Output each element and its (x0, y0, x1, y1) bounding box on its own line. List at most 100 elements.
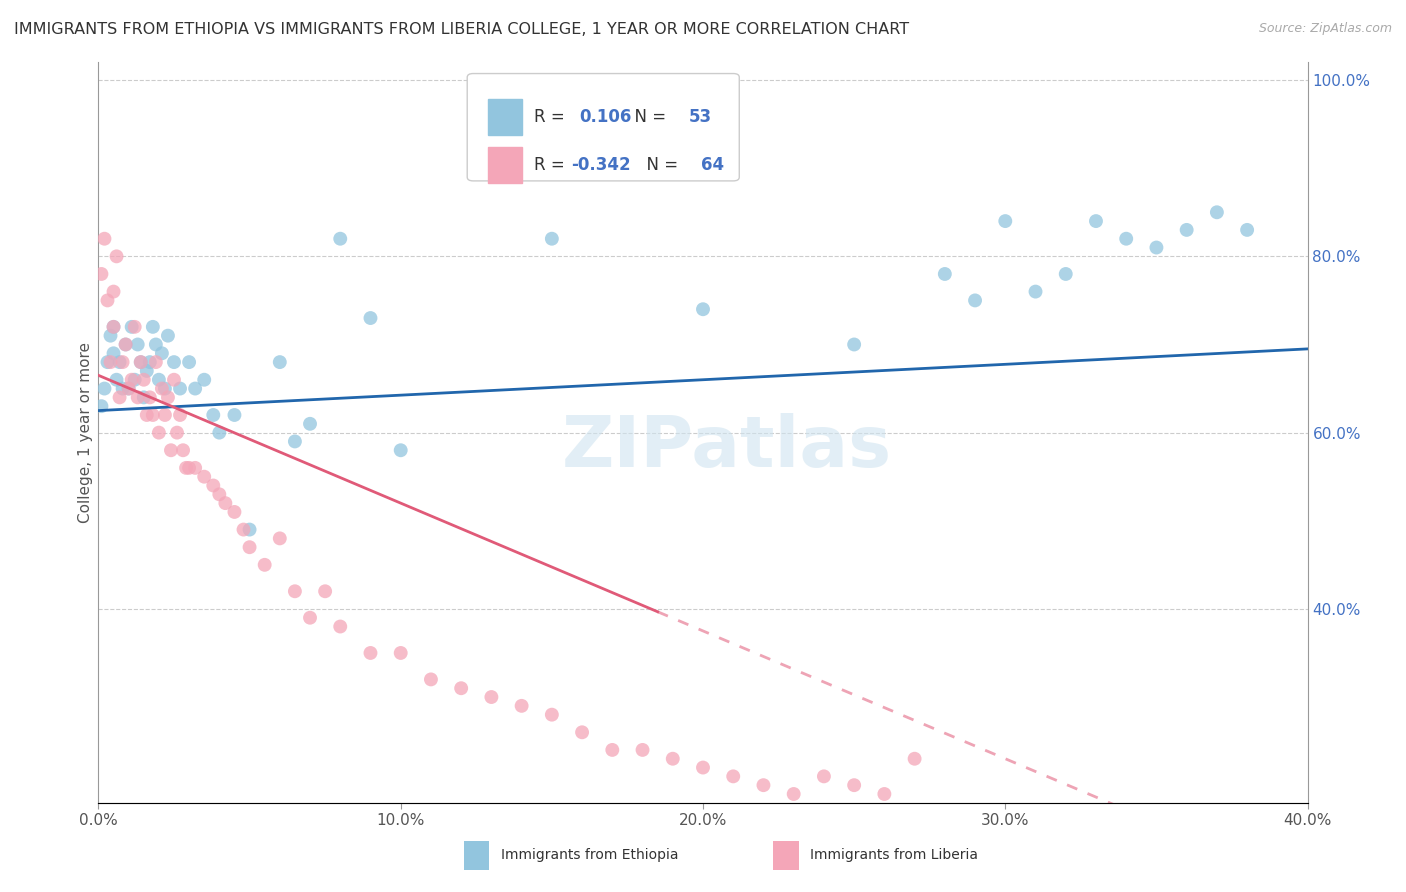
Point (904, 752, 927, 766)
Point (169, 408, 191, 422)
Point (389, 443, 412, 458)
Text: 53: 53 (689, 108, 711, 127)
Point (873, 787, 896, 801)
Point (163, 355, 186, 369)
Point (103, 319, 125, 334)
Point (481, 690, 503, 704)
Point (145, 337, 167, 351)
Point (124, 373, 146, 387)
Point (103, 319, 125, 334)
Point (93, 382, 115, 396)
Point (631, 743, 654, 757)
Point (224, 505, 246, 519)
Point (314, 584, 336, 599)
Point (994, 214, 1017, 228)
Point (108, 390, 131, 404)
Point (1024, 285, 1046, 299)
Point (166, 425, 188, 440)
Point (329, 619, 352, 633)
Point (284, 434, 307, 449)
Point (202, 478, 225, 492)
Point (127, 337, 149, 351)
Point (96, 293, 118, 308)
Point (100, 355, 122, 369)
Point (169, 382, 191, 396)
Point (142, 408, 165, 422)
Text: IMMIGRANTS FROM ETHIOPIA VS IMMIGRANTS FROM LIBERIA COLLEGE, 1 YEAR OR MORE CORR: IMMIGRANTS FROM ETHIOPIA VS IMMIGRANTS F… (14, 22, 910, 37)
Point (114, 337, 136, 351)
Point (723, 769, 745, 783)
Point (114, 337, 136, 351)
Point (148, 373, 170, 387)
Point (661, 752, 683, 766)
Point (108, 355, 131, 369)
Point (1054, 267, 1077, 281)
Point (934, 267, 956, 281)
Point (105, 373, 128, 387)
Text: Source: ZipAtlas.com: Source: ZipAtlas.com (1258, 22, 1392, 36)
Point (692, 760, 714, 774)
Point (105, 249, 128, 263)
Point (571, 725, 593, 739)
Point (1206, 205, 1229, 219)
Text: Immigrants from Liberia: Immigrants from Liberia (810, 848, 977, 863)
Point (299, 610, 322, 624)
Point (153, 382, 176, 396)
Point (153, 408, 176, 422)
Bar (488, 147, 522, 183)
Point (1175, 223, 1198, 237)
Point (135, 364, 157, 378)
Point (150, 382, 173, 396)
Text: 64: 64 (700, 156, 724, 174)
Point (1236, 223, 1258, 237)
Point (145, 355, 167, 369)
Point (163, 373, 186, 387)
Point (118, 382, 141, 396)
Text: R =: R = (534, 156, 569, 174)
Text: -0.342: -0.342 (571, 156, 631, 174)
Point (239, 523, 262, 537)
Point (202, 408, 225, 422)
Point (160, 443, 183, 458)
Point (93, 232, 115, 246)
Point (844, 337, 866, 351)
Point (224, 408, 246, 422)
Point (129, 355, 152, 369)
Point (111, 382, 134, 396)
Point (121, 373, 143, 387)
Point (121, 319, 143, 334)
Point (232, 523, 254, 537)
Point (172, 443, 194, 458)
Point (540, 707, 562, 722)
Point (139, 390, 162, 404)
Point (90, 267, 112, 281)
Point (148, 425, 170, 440)
Point (184, 382, 207, 396)
Point (1115, 232, 1137, 246)
Text: N =: N = (637, 156, 683, 174)
Point (156, 328, 179, 343)
Point (96, 355, 118, 369)
Point (844, 778, 866, 792)
Point (389, 646, 412, 660)
Point (269, 355, 291, 369)
Point (193, 469, 215, 483)
Point (156, 390, 179, 404)
Point (179, 355, 201, 369)
Point (150, 346, 173, 360)
Text: R =: R = (534, 108, 569, 127)
Point (142, 319, 165, 334)
Point (129, 355, 152, 369)
Text: ZIPatlas: ZIPatlas (562, 413, 893, 482)
Point (450, 681, 472, 696)
Point (299, 417, 322, 431)
Point (602, 743, 624, 757)
Point (1144, 240, 1167, 254)
Point (253, 558, 276, 572)
Point (360, 311, 382, 326)
Point (90, 399, 112, 413)
Point (208, 425, 231, 440)
Point (239, 540, 262, 554)
Point (118, 382, 141, 396)
Point (284, 584, 307, 599)
